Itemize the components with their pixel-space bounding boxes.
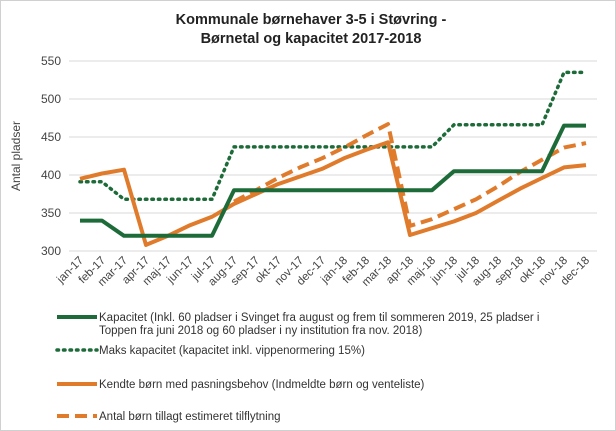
legend-label-4: Antal børn tillagt estimeret tilflytning	[99, 411, 281, 423]
legend-label-3: Kendte børn med pasningsbehov (Indmeldte…	[99, 379, 425, 391]
legend-label-1: Kapacitet (Inkl. 60 pladser i Svinget fr…	[99, 312, 539, 337]
y-tick-label: 450	[41, 130, 61, 144]
series-line-3	[79, 140, 587, 247]
y-axis-title: Antal pladser	[9, 121, 23, 191]
series-lines	[78, 70, 588, 247]
series-line-2	[78, 70, 588, 202]
chart-title: Kommunale børnehaver 3-5 i Støvring - Bø…	[91, 11, 531, 49]
chart-title-line1: Kommunale børnehaver 3-5 i Støvring -	[175, 12, 447, 28]
series-line-1	[80, 123, 586, 238]
y-tick-label: 500	[41, 92, 61, 106]
series-line-4	[233, 122, 587, 228]
legend-label-line: Kapacitet (Inkl. 60 pladser i Svinget fr…	[99, 312, 539, 324]
legend-label-line: Toppen fra juni 2018 og 60 pladser i ny …	[99, 325, 422, 337]
y-tick-label: 550	[41, 54, 61, 68]
y-tick-label: 300	[41, 244, 61, 258]
y-tick-label: 350	[41, 206, 61, 220]
gridlines	[69, 60, 597, 252]
legend-label-2: Maks kapacitet (kapacitet inkl. vippenor…	[99, 345, 365, 357]
legend: Kapacitet (Inkl. 60 pladser i Svinget fr…	[55, 312, 539, 423]
y-tick-label: 400	[41, 168, 61, 182]
chart-title-line2: Børnetal og kapacitet 2017-2018	[200, 31, 422, 47]
